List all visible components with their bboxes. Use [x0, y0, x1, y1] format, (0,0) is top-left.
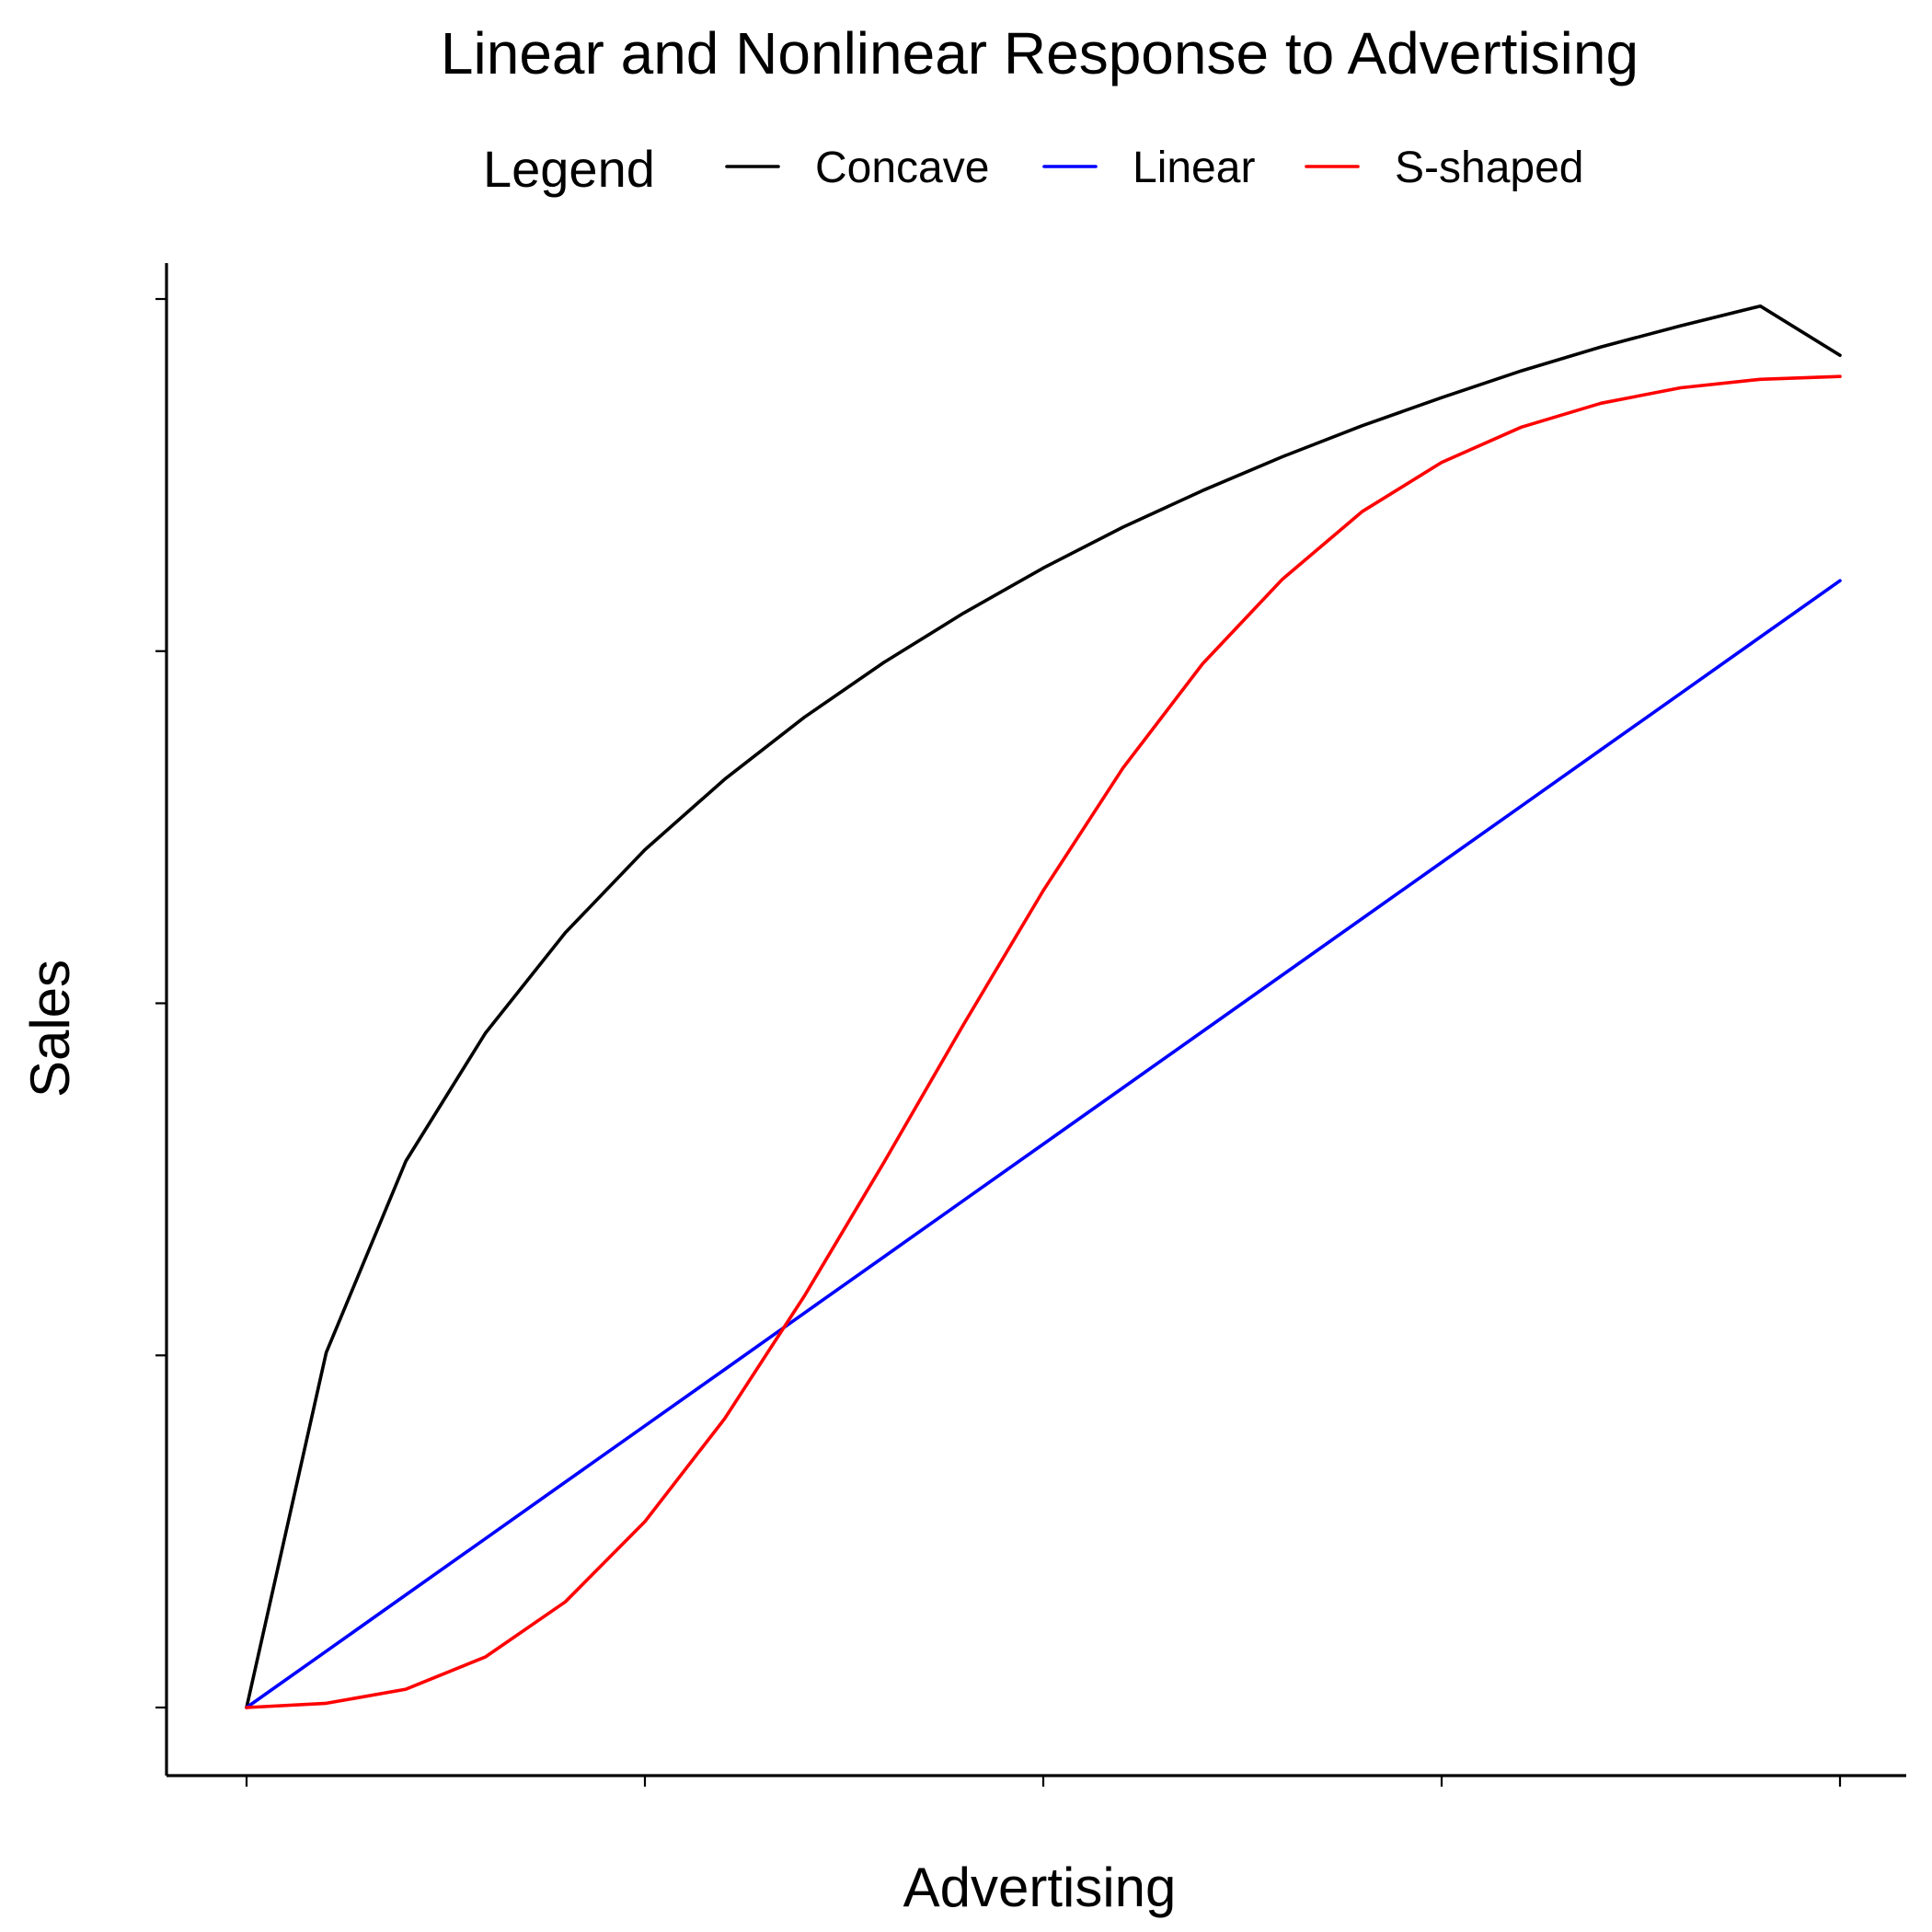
legend-label-linear: Linear [1133, 144, 1255, 192]
series-line-s-shaped [245, 374, 1842, 1709]
y-ticks [155, 297, 167, 1709]
x-ticks [245, 1776, 1842, 1787]
legend-label-concave: Concave [815, 144, 989, 192]
y-axis-label: Sales [19, 960, 81, 1098]
axes [155, 263, 1906, 1787]
legend: Legend Concave Linear S-shaped [483, 140, 1583, 198]
x-axis-label: Advertising [903, 1857, 1177, 1918]
series-line-concave [245, 304, 1842, 1709]
chart-title: Linear and Nonlinear Response to Adverti… [441, 20, 1639, 86]
series-line-linear [245, 579, 1842, 1709]
legend-label-s-shaped: S-shaped [1395, 144, 1583, 192]
legend-title: Legend [483, 140, 655, 198]
plot-series [245, 304, 1842, 1709]
